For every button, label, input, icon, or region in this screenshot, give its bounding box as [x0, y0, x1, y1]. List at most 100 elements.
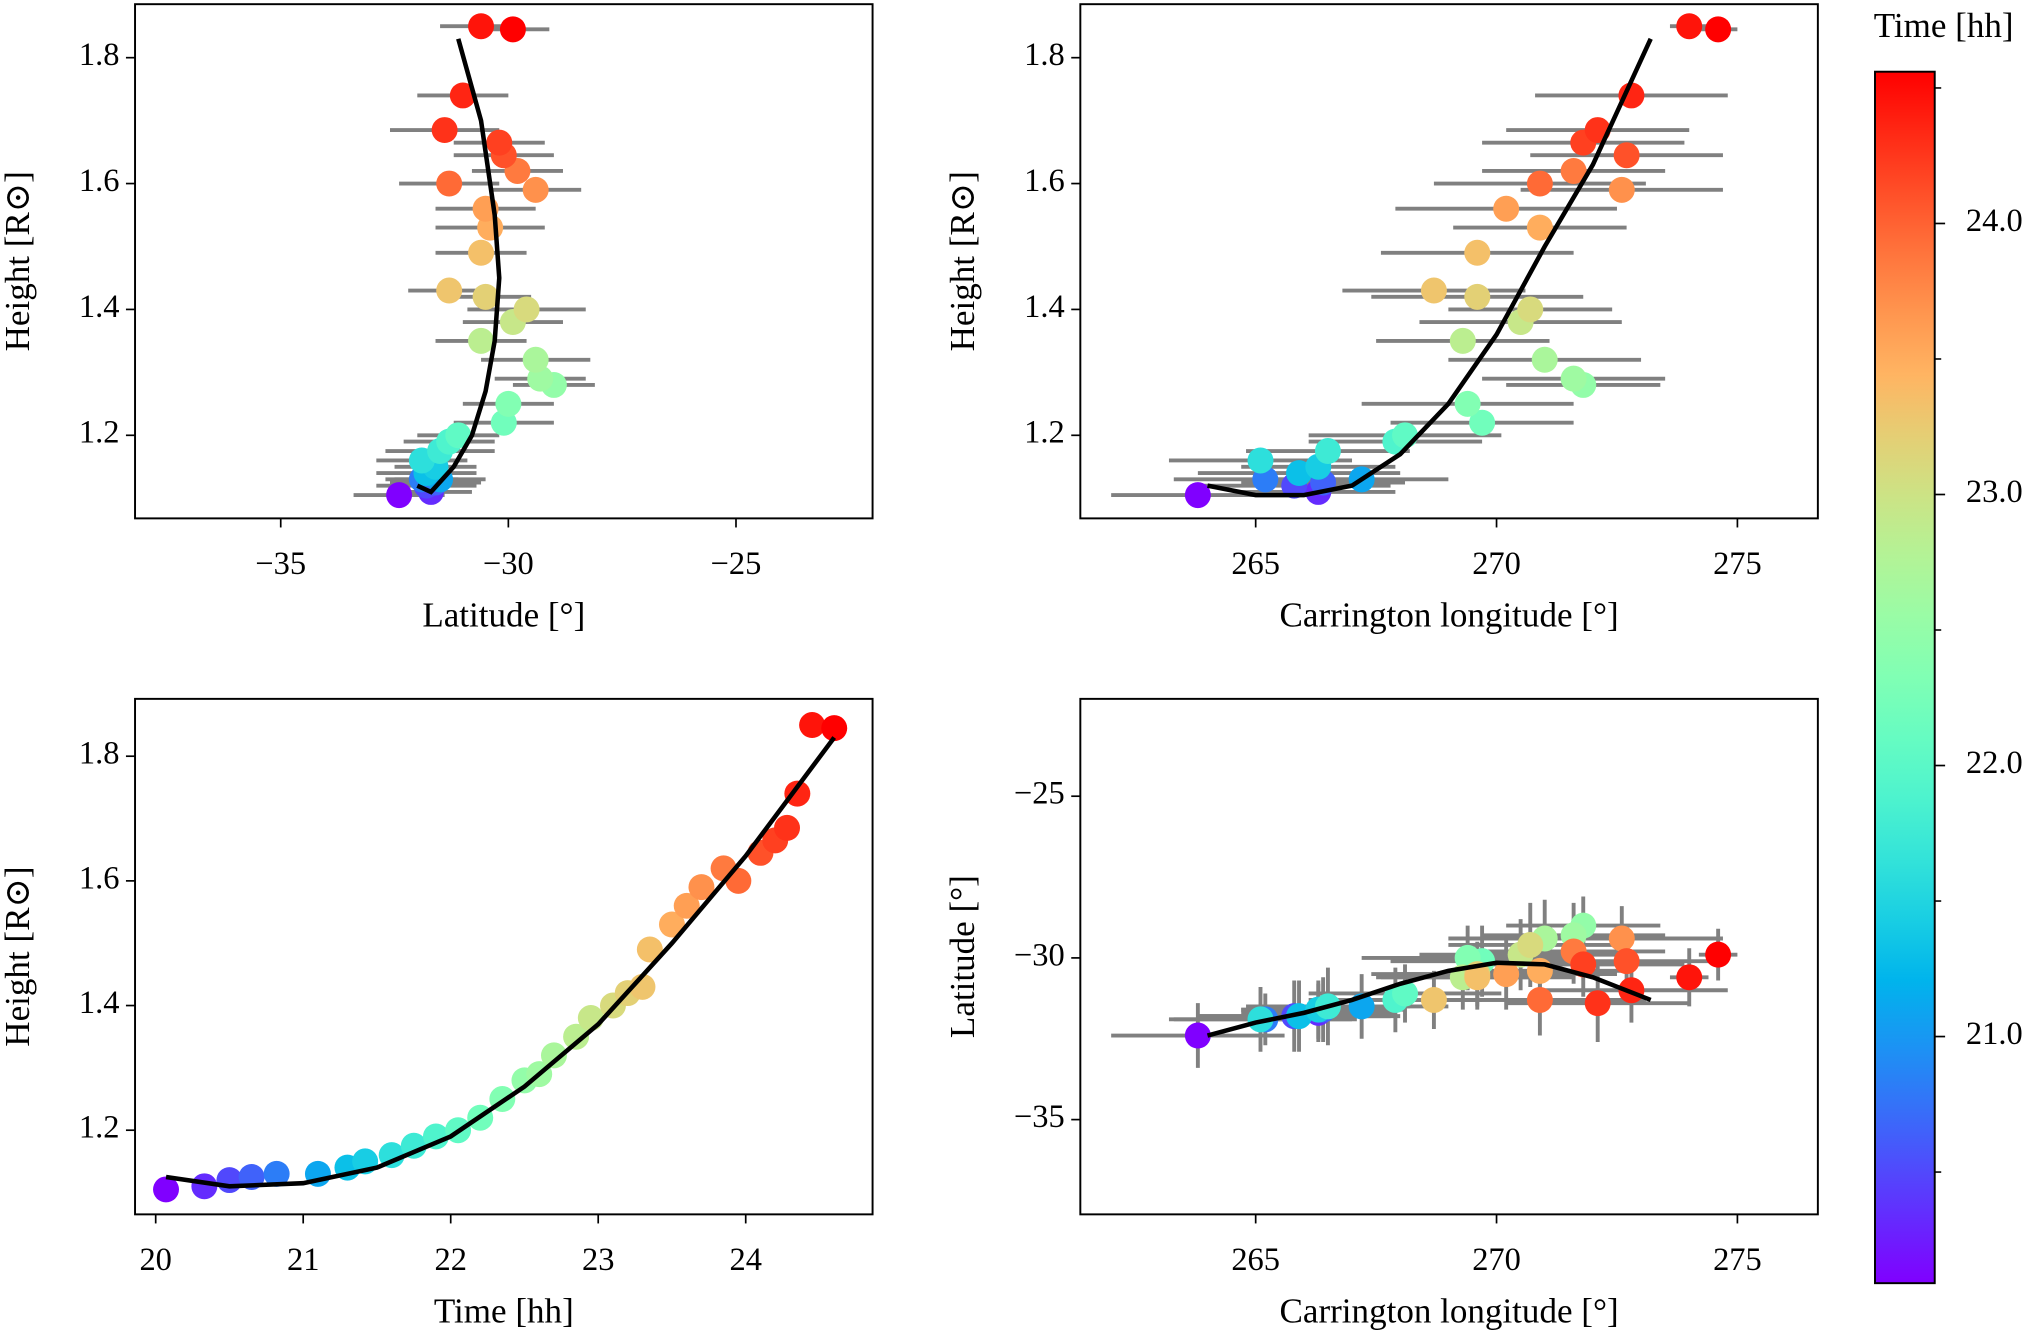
x-tick-label: 265	[1231, 546, 1280, 582]
data-point	[673, 892, 700, 919]
y-axis-label: Height [R⊙]	[0, 171, 37, 351]
data-point	[1449, 327, 1476, 354]
data-point	[1184, 1022, 1211, 1049]
x-tick-label: 23	[582, 1242, 614, 1278]
data-point	[191, 1173, 218, 1200]
x-tick-label: −35	[255, 546, 306, 582]
data-point	[1420, 277, 1447, 304]
data-point	[540, 1042, 567, 1069]
data-point	[1705, 941, 1732, 968]
data-point	[468, 327, 495, 354]
colorbar	[1874, 70, 1936, 1285]
data-point	[1493, 195, 1520, 222]
y-tick-label: 1.6	[79, 163, 120, 199]
data-point	[378, 1142, 405, 1169]
data-point	[1618, 82, 1645, 109]
y-tick-label: −35	[1014, 1099, 1065, 1135]
data-point	[1608, 176, 1635, 203]
data-point	[263, 1160, 290, 1187]
x-axis-label: Latitude [°]	[422, 595, 585, 634]
axes-frame	[134, 697, 874, 1216]
data-point	[563, 1023, 590, 1050]
data-point	[1560, 157, 1587, 184]
data-point	[725, 867, 752, 894]
data-point	[472, 283, 499, 310]
colorbar-tick-label: 21.0	[1966, 1016, 2023, 1052]
data-point	[495, 390, 522, 417]
plot-area	[153, 712, 848, 1203]
data-point	[1493, 961, 1520, 988]
data-point	[774, 814, 801, 841]
plot-area	[353, 13, 595, 509]
data-point	[1420, 986, 1447, 1013]
data-point	[400, 1132, 427, 1159]
data-point	[1392, 422, 1418, 449]
data-point	[1469, 409, 1496, 436]
data-point	[688, 874, 715, 901]
y-tick-label: 1.6	[1024, 163, 1065, 199]
y-axis-label: Latitude [°]	[943, 875, 982, 1038]
data-point	[1464, 283, 1491, 310]
colorbar-tick-label: 22.0	[1966, 745, 2023, 781]
y-tick-label: 1.2	[1024, 415, 1065, 451]
data-point	[636, 936, 663, 963]
x-tick-label: 270	[1472, 546, 1521, 582]
data-point	[522, 346, 549, 373]
plot-area	[1111, 13, 1738, 509]
plot-area	[1111, 896, 1738, 1068]
colorbar-tick-label: 24.0	[1966, 203, 2023, 239]
data-point	[436, 277, 463, 304]
x-tick-label: 21	[287, 1242, 319, 1278]
data-point	[784, 780, 811, 807]
x-tick-label: 270	[1472, 1242, 1521, 1278]
data-point	[436, 170, 463, 197]
data-point	[1517, 296, 1544, 323]
x-tick-label: 22	[434, 1242, 466, 1278]
data-point	[1314, 438, 1341, 465]
y-tick-label: 1.8	[79, 37, 120, 73]
data-point	[153, 1176, 180, 1203]
y-tick-label: 1.2	[79, 415, 120, 451]
data-point	[1247, 447, 1274, 474]
data-point	[216, 1167, 243, 1194]
fit-curve	[1207, 37, 1653, 498]
fit-curve	[1206, 960, 1652, 1038]
data-point	[1560, 365, 1587, 392]
data-point	[1464, 964, 1491, 991]
data-point	[1613, 142, 1640, 169]
fit-curve	[165, 736, 837, 1189]
x-tick-label: 275	[1713, 546, 1762, 582]
data-point	[1705, 16, 1732, 43]
colorbar-label: Time [hh]	[1874, 6, 2014, 45]
y-tick-label: 1.2	[79, 1110, 120, 1146]
y-tick-label: 1.4	[79, 985, 120, 1021]
data-point	[513, 296, 540, 323]
data-point	[1526, 214, 1553, 241]
data-point	[1584, 990, 1611, 1017]
data-point	[1454, 390, 1481, 417]
axes-frame	[1079, 3, 1819, 520]
data-point	[1676, 13, 1703, 40]
data-point	[1608, 925, 1635, 952]
y-tick-label: 1.4	[1024, 289, 1065, 325]
data-point	[1184, 482, 1211, 509]
y-tick-label: −30	[1014, 937, 1065, 973]
data-point	[1526, 986, 1553, 1013]
data-point	[1464, 239, 1491, 266]
x-tick-label: 275	[1713, 1242, 1762, 1278]
data-point	[1392, 980, 1418, 1007]
data-point	[486, 129, 513, 156]
data-point	[522, 176, 549, 203]
data-point	[468, 13, 495, 40]
y-tick-label: 1.4	[79, 289, 120, 325]
x-tick-label: −25	[711, 546, 762, 582]
data-point	[821, 715, 848, 742]
fit-curve	[416, 38, 502, 495]
x-tick-label: 20	[139, 1242, 171, 1278]
colorbar-tick-label: 23.0	[1966, 474, 2023, 510]
y-axis-label: Height [R⊙]	[0, 866, 37, 1046]
y-tick-label: 1.8	[79, 736, 120, 772]
y-axis-label: Height [R⊙]	[943, 171, 982, 351]
